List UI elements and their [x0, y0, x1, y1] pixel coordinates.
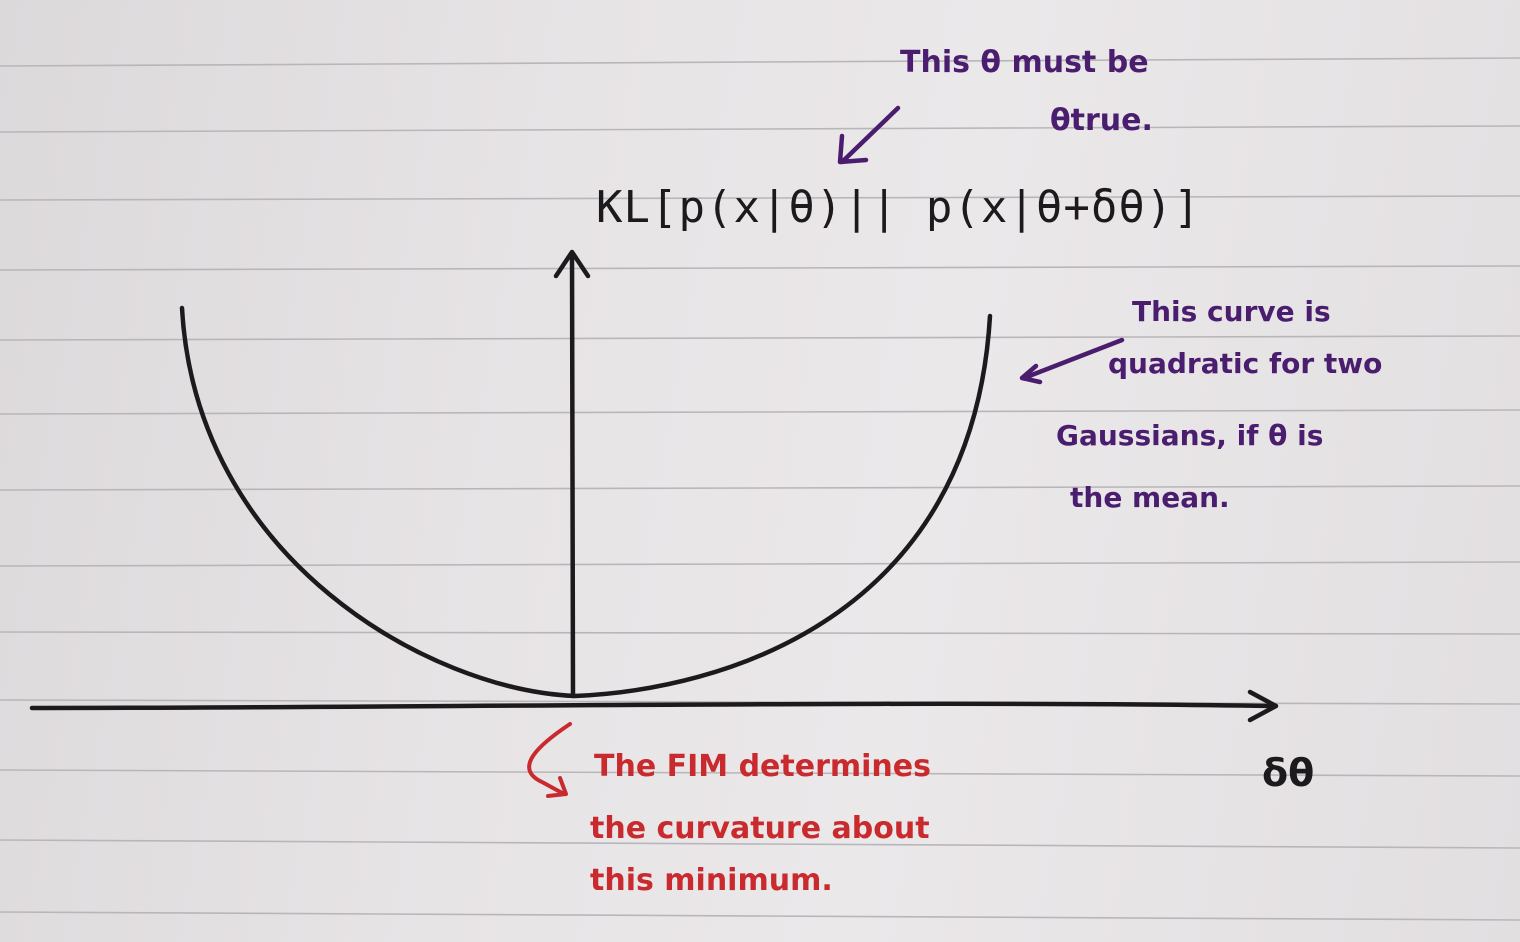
y-axis-arrowhead: [553, 249, 591, 279]
x-axis: [29, 701, 1277, 711]
right-note-line-3: Gaussians, if θ is: [1056, 419, 1324, 452]
bottom-note-arrow: [527, 722, 572, 798]
top-note-arrow: [837, 105, 901, 165]
right-note-arrow: [1019, 337, 1125, 385]
right-note-line-1: This curve is: [1132, 295, 1331, 328]
y-axis: [569, 251, 576, 699]
x-axis-label: δθ: [1262, 751, 1315, 795]
x-axis-arrowhead: [1247, 689, 1279, 723]
bottom-note-line-1: The FIM determines: [594, 749, 931, 784]
top-note-line-2: θtrue.: [1050, 103, 1153, 138]
right-note-line-2: quadratic for two: [1108, 347, 1383, 380]
kl-formula: KL[p(x|θ)|| p(x|θ+δθ)]: [596, 182, 1201, 233]
quadratic-curve: [179, 305, 993, 699]
top-note-line-1: This θ must be: [900, 45, 1149, 80]
bottom-note-line-3: this minimum.: [590, 863, 833, 898]
bottom-note-line-2: the curvature about: [590, 811, 930, 846]
right-note-line-4: the mean.: [1070, 481, 1230, 514]
